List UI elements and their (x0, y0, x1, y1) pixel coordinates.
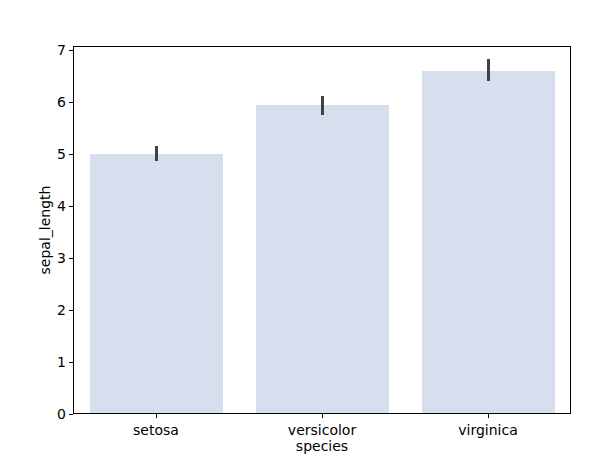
x-tick-versicolor (322, 414, 323, 418)
x-tick-label-versicolor: versicolor (262, 423, 382, 437)
x-tick-virginica (488, 414, 489, 418)
y-tick-label-6: 6 (26, 95, 66, 109)
y-tick-label-3: 3 (26, 251, 66, 265)
y-tick-6 (69, 102, 73, 103)
y-tick-label-2: 2 (26, 303, 66, 317)
y-tick-label-4: 4 (26, 199, 66, 213)
y-tick-1 (69, 362, 73, 363)
y-tick-7 (69, 50, 73, 51)
y-tick-label-7: 7 (26, 43, 66, 57)
y-tick-0 (69, 414, 73, 415)
y-tick-label-5: 5 (26, 147, 66, 161)
y-tick-4 (69, 206, 73, 207)
x-tick-label-setosa: setosa (96, 423, 216, 437)
y-tick-3 (69, 258, 73, 259)
y-tick-5 (69, 154, 73, 155)
x-axis-label: species (296, 439, 348, 453)
error-bar-virginica (487, 59, 490, 81)
y-tick-label-1: 1 (26, 355, 66, 369)
bar-chart-figure: sepal_length species 01234567setosaversi… (0, 0, 616, 462)
x-tick-setosa (156, 414, 157, 418)
y-tick-label-0: 0 (26, 407, 66, 421)
error-bar-versicolor (321, 96, 324, 115)
error-bar-setosa (155, 146, 158, 161)
y-tick-2 (69, 310, 73, 311)
x-tick-label-virginica: virginica (428, 423, 548, 437)
